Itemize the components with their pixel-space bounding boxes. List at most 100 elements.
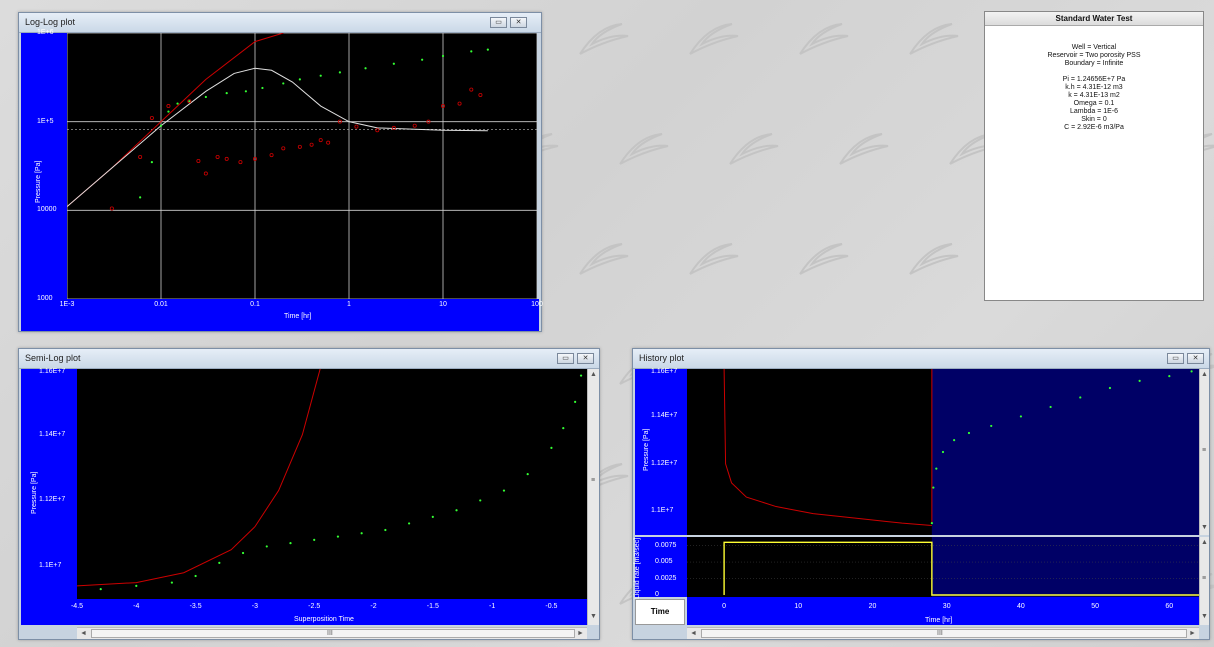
semilog-data-point: [218, 561, 221, 564]
pressure-data-point: [298, 78, 301, 81]
derivative-data-point: [337, 119, 342, 124]
scroll-right-button[interactable]: ►: [577, 630, 584, 637]
restore-button[interactable]: ▭: [1167, 353, 1184, 364]
scroll-thumb[interactable]: [701, 629, 1187, 638]
semilog-horizontal-scrollbar[interactable]: ◄ III ►: [77, 627, 587, 639]
semilog-plot-area[interactable]: [77, 369, 587, 599]
derivative-data-point: [203, 171, 208, 176]
pressure-data-point: [441, 54, 445, 58]
scroll-down-button[interactable]: ▼: [590, 613, 597, 620]
history-rate-label: Liquid rate [m3/sec]: [634, 537, 641, 599]
info-line: Pi = 1.24656E+7 Pa: [1062, 76, 1126, 83]
background-swoosh: [689, 243, 739, 275]
pressure-data-point: [486, 48, 489, 51]
loglog-titlebar[interactable]: Log-Log plot ▭ ✕: [19, 13, 541, 33]
history-data-point: [1168, 375, 1171, 378]
history-pressure-plot[interactable]: [687, 369, 1199, 535]
scroll-up-button[interactable]: ▲: [590, 371, 597, 378]
scroll-grip[interactable]: ≡: [1202, 575, 1207, 582]
background-swoosh: [579, 23, 629, 55]
scroll-left-button[interactable]: ◄: [690, 630, 697, 637]
pressure-data-point: [159, 124, 163, 127]
semilog-data-point: [313, 538, 316, 541]
close-button[interactable]: ✕: [1187, 353, 1204, 364]
derivative-data-point: [187, 99, 192, 104]
semilog-data-point: [479, 499, 482, 502]
semilog-vertical-scrollbar[interactable]: ▲ ≡ ▼: [587, 369, 599, 625]
history-titlebar[interactable]: History plot ▭ ✕: [633, 349, 1209, 369]
y-tick-label: 1000: [37, 295, 53, 302]
history-rate-scrollbar[interactable]: ▲ ≡ ▼: [1199, 537, 1209, 625]
loglog-plot-area[interactable]: [67, 33, 537, 299]
derivative-data-point: [252, 156, 257, 161]
history-data-point: [1019, 415, 1023, 418]
x-tick-label: 40: [1017, 603, 1025, 610]
history-pressure-scrollbar[interactable]: ▲ ≡ ▼: [1199, 369, 1209, 535]
scroll-up-button[interactable]: ▲: [1201, 371, 1208, 378]
semilog-data-point: [360, 532, 363, 535]
history-data-point: [1190, 370, 1193, 373]
semilog-xlabel: Superposition Time: [294, 616, 354, 623]
scroll-down-button[interactable]: ▼: [1201, 613, 1208, 620]
rate-step-line: [723, 541, 1199, 596]
background-swoosh: [799, 243, 849, 275]
semilog-window[interactable]: Semi-Log plot ▭ ✕ Pressure [Pa] Superpos…: [18, 348, 600, 640]
pressure-data-point: [225, 91, 228, 95]
buildup-period-region: [931, 369, 1199, 535]
scroll-grip[interactable]: ≡: [1202, 447, 1207, 454]
semilog-data-point: [99, 588, 102, 591]
y-tick-label: 1.12E+7: [651, 459, 678, 467]
info-line: Skin = 0: [1081, 116, 1107, 123]
y-tick-label: 1.16E+7: [39, 368, 66, 375]
scroll-thumb[interactable]: [91, 629, 575, 638]
model-derivative-line: [67, 67, 488, 208]
restore-button[interactable]: ▭: [490, 17, 507, 28]
scroll-grip[interactable]: ≡: [591, 477, 596, 484]
close-button[interactable]: ✕: [510, 17, 527, 28]
semilog-data-point: [241, 551, 245, 555]
pressure-data-point: [338, 71, 341, 74]
scroll-right-button[interactable]: ►: [1189, 630, 1196, 637]
scroll-up-button[interactable]: ▲: [1201, 539, 1208, 546]
derivative-data-point: [326, 140, 331, 145]
history-x-axis: [687, 597, 1199, 625]
x-tick-label: 20: [868, 603, 877, 610]
restore-button[interactable]: ▭: [557, 353, 574, 364]
history-rate-plot[interactable]: [687, 537, 1199, 597]
semilog-data-point: [407, 522, 411, 525]
x-tick-label: -1: [488, 603, 496, 610]
time-button[interactable]: Time: [635, 599, 685, 625]
history-data-point: [1049, 405, 1052, 409]
info-line: Reservoir = Two porosity PSS: [1047, 52, 1141, 59]
scroll-grip[interactable]: III: [937, 630, 943, 637]
loglog-x-axis: [21, 299, 539, 331]
scroll-down-button[interactable]: ▼: [1201, 524, 1208, 531]
info-line: k = 4.31E-13 m2: [1068, 92, 1120, 99]
history-data-point: [935, 467, 938, 470]
model-pressure-line: [67, 33, 284, 208]
semilog-ylabel: Pressure [Pa]: [31, 471, 38, 514]
scroll-grip[interactable]: III: [327, 630, 333, 637]
semilog-data-point: [550, 446, 553, 449]
background-swoosh: [839, 133, 889, 165]
history-data-point: [990, 424, 993, 428]
semilog-titlebar[interactable]: Semi-Log plot ▭ ✕: [19, 349, 599, 369]
derivative-data-point: [215, 154, 220, 159]
history-horizontal-scrollbar[interactable]: ◄ III ►: [687, 627, 1199, 639]
close-button[interactable]: ✕: [577, 353, 594, 364]
loglog-window[interactable]: Log-Log plot ▭ ✕ Pressure [Pa] Time [hr]…: [18, 12, 543, 332]
background-swoosh: [909, 23, 959, 55]
history-pressure-y-axis: [635, 369, 687, 535]
semilog-model-line: [77, 369, 321, 587]
loglog-title: Log-Log plot: [25, 17, 76, 27]
y-tick-label: 1.12E+7: [39, 496, 66, 504]
semilog-x-axis: [21, 599, 587, 625]
semilog-y-axis: [21, 369, 77, 625]
scroll-left-button[interactable]: ◄: [80, 630, 87, 637]
history-window[interactable]: History plot ▭ ✕ Time Pressure [Pa] Liqu…: [632, 348, 1210, 640]
drawdown-model-line: [723, 369, 932, 527]
background-swoosh: [619, 133, 669, 165]
history-ylabel: Pressure [Pa]: [643, 428, 650, 471]
loglog-y-axis: [21, 33, 67, 331]
history-rate-y-axis: [635, 537, 687, 597]
